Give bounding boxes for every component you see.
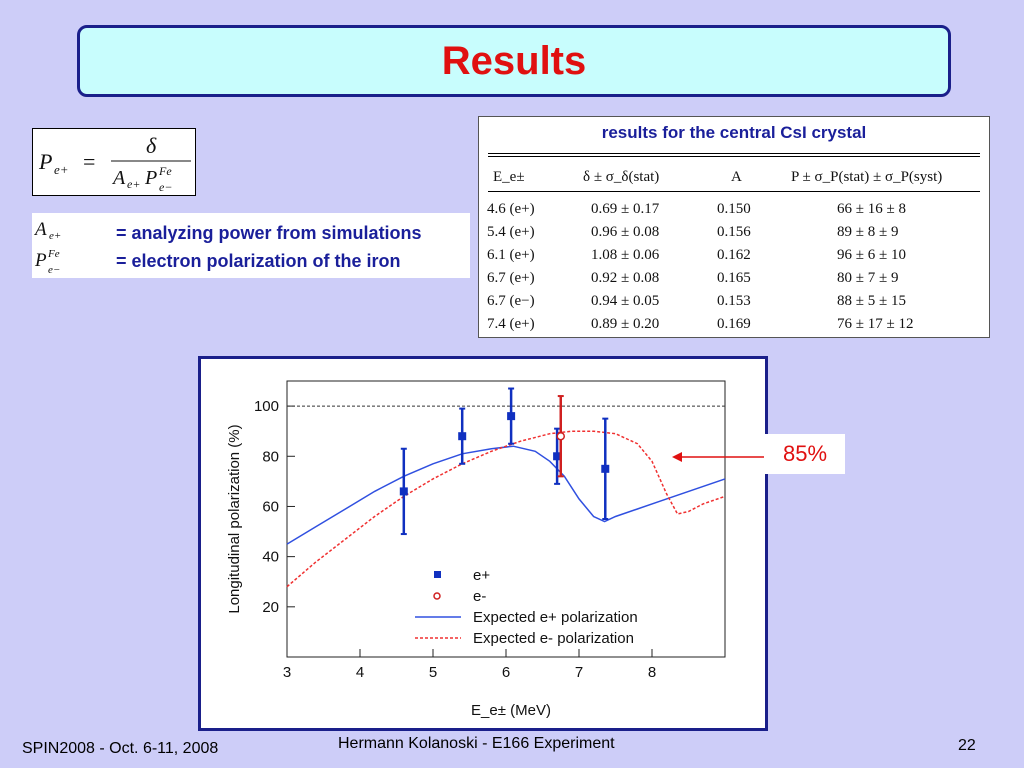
results-table: results for the central CsI crystal E_e±…: [478, 116, 990, 338]
table-cell: 80 ± 7 ± 9: [837, 270, 899, 286]
table-cell: 0.94 ± 0.05: [591, 293, 660, 309]
callout-label: 85%: [765, 434, 845, 474]
table-cell: 0.92 ± 0.08: [591, 270, 660, 286]
polarization-formula: P e+ = δ A e+ P Fe e−: [32, 128, 196, 196]
svg-text:=: =: [83, 149, 95, 174]
table-cell: 0.150: [717, 201, 751, 217]
table-cell: 6.1 (e+): [487, 247, 535, 263]
y-tick-label: 20: [262, 599, 279, 616]
table-cell: 0.89 ± 0.20: [591, 316, 660, 332]
x-axis-label: E_e± (MeV): [471, 702, 551, 719]
table-header-rule: [488, 191, 980, 192]
table-cell: 5.4 (e+): [487, 224, 535, 240]
table-header-analyzing-power: A: [731, 169, 742, 185]
chart-legend: e+ e- Expected e+ polarization Expected e- …: [415, 567, 638, 647]
y-tick-label: 100: [254, 398, 279, 415]
page-number: 22: [958, 737, 976, 754]
table-top-rule-2: [488, 156, 980, 157]
table-cell: 0.162: [717, 247, 751, 263]
y-tick-label: 80: [262, 448, 279, 465]
x-tick-label: 3: [283, 664, 291, 681]
table-cell: 0.156: [717, 224, 751, 240]
definitions-panel: A e+ P Fe e− = analyzing power from simu…: [32, 213, 470, 278]
expected-e-plus-curve: [286, 445, 726, 545]
table-cell: 96 ± 6 ± 10: [837, 247, 906, 263]
expected-e-minus-curve: [286, 430, 726, 588]
table-cell: 89 ± 8 ± 9: [837, 224, 899, 240]
callout-arrow: [672, 452, 764, 462]
legend-label: e+: [473, 567, 490, 584]
table-cell: 0.153: [717, 293, 751, 309]
table-cell: 0.96 ± 0.08: [591, 224, 660, 240]
legend-label: Expected e- polarization: [473, 630, 634, 647]
svg-text:P: P: [144, 167, 157, 189]
y-axis-label: Longitudinal polarization (%): [226, 424, 243, 613]
table-cell: 6.7 (e+): [487, 270, 535, 286]
data-point-e-plus: [601, 464, 610, 473]
data-point-e-plus: [458, 432, 467, 441]
formula-graphic: P e+ = δ A e+ P Fe e−: [38, 133, 191, 194]
axis-ticks: 3 4 5 6 7 8 20 40 60 80 100: [254, 398, 656, 681]
electron-polarization-definition: = electron polarization of the iron: [116, 251, 401, 271]
title-banner: Results: [77, 25, 951, 97]
footer-conference: SPIN2008 - Oct. 6-11, 2008: [22, 740, 219, 757]
svg-text:Fe: Fe: [47, 248, 60, 260]
svg-text:e−: e−: [159, 180, 172, 194]
table-caption: results for the central CsI crystal: [601, 123, 867, 142]
svg-text:Fe: Fe: [158, 164, 172, 178]
table-cell: 88 ± 5 ± 15: [837, 293, 906, 309]
table-header-energy: E_e±: [493, 169, 525, 185]
svg-text:δ: δ: [146, 133, 157, 158]
x-tick-label: 6: [502, 664, 510, 681]
svg-text:P: P: [38, 149, 52, 174]
svg-text:P: P: [34, 250, 47, 271]
polarization-chart: Longitudinal polarization (%) E_e± (MeV)…: [198, 356, 768, 731]
data-point-e-plus: [399, 487, 408, 496]
table-cell: 0.165: [717, 270, 751, 286]
data-point-e-plus: [553, 452, 562, 461]
legend-label: e-: [473, 588, 486, 605]
table-cell: 66 ± 16 ± 8: [837, 201, 906, 217]
svg-text:e+: e+: [127, 177, 140, 191]
svg-text:A: A: [111, 167, 126, 189]
table-cell: 4.6 (e+): [487, 201, 535, 217]
legend-label: Expected e+ polarization: [473, 609, 638, 626]
table-cell: 7.4 (e+): [487, 316, 535, 332]
slide-title: Results: [441, 38, 587, 83]
analyzing-power-definition: = analyzing power from simulations: [116, 223, 422, 243]
table-cell: 76 ± 17 ± 12: [837, 316, 914, 332]
table-header-delta: δ ± σ_δ(stat): [583, 169, 660, 185]
legend-swatch-e-plus: [434, 571, 441, 578]
x-tick-label: 8: [648, 664, 656, 681]
data-point-e-plus: [507, 412, 516, 421]
svg-text:A: A: [33, 219, 47, 240]
svg-text:e−: e−: [48, 264, 60, 276]
footer-author: Hermann Kolanoski - E166 Experiment: [338, 735, 615, 752]
svg-text:e+: e+: [54, 162, 69, 177]
table-cell: 1.08 ± 0.06: [591, 247, 660, 263]
legend-swatch-e-minus: [433, 592, 441, 600]
table-top-rule: [488, 153, 980, 154]
table-header-polarization: P ± σ_P(stat) ± σ_P(syst): [791, 169, 943, 185]
y-tick-label: 60: [262, 498, 279, 515]
table-cell: 0.69 ± 0.17: [591, 201, 660, 217]
table-cell: 0.169: [717, 316, 751, 332]
x-tick-label: 5: [429, 664, 437, 681]
chart-svg: Longitudinal polarization (%) E_e± (MeV)…: [226, 380, 726, 719]
table-cell: 6.7 (e−): [487, 293, 535, 309]
x-tick-label: 4: [356, 664, 364, 681]
svg-text:e+: e+: [49, 230, 61, 242]
chart-marks: [286, 387, 726, 588]
data-point-e-minus: [556, 431, 565, 441]
x-tick-label: 7: [575, 664, 583, 681]
y-tick-label: 40: [262, 549, 279, 566]
symbol-graphics: A e+ P Fe e−: [33, 219, 61, 276]
